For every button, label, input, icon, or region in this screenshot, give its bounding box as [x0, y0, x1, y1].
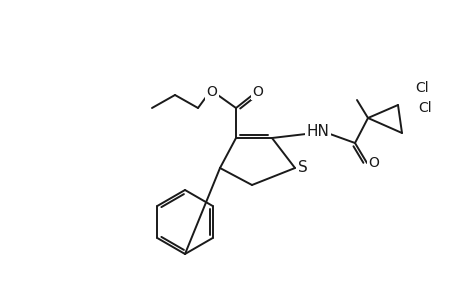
- Text: S: S: [297, 160, 307, 175]
- Text: Cl: Cl: [417, 101, 431, 115]
- Text: HN: HN: [306, 124, 329, 139]
- Text: Cl: Cl: [414, 81, 428, 95]
- Text: O: O: [368, 156, 379, 170]
- Text: O: O: [252, 85, 263, 99]
- Text: O: O: [206, 85, 217, 99]
